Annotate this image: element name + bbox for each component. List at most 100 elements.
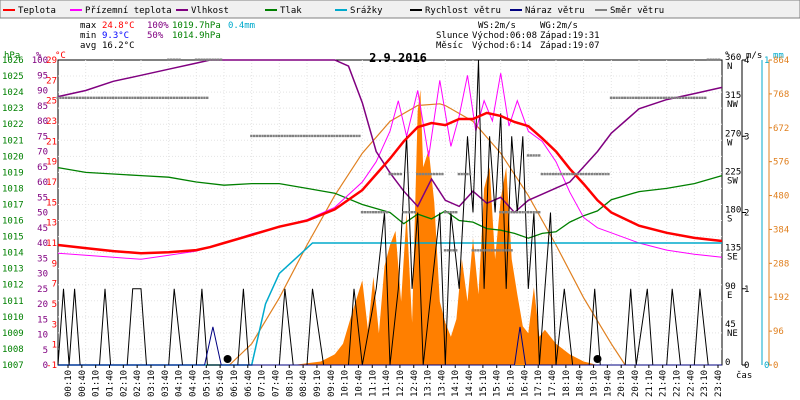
wind-dir-dot	[73, 96, 76, 100]
x-tick-label: 06:40	[244, 370, 254, 397]
wind-dir-dot	[147, 96, 151, 100]
wind-dir-dot	[460, 172, 463, 176]
wind-dir-dot	[609, 96, 613, 100]
series-temperature	[57, 111, 723, 255]
stat-min-press: 1014.9hPa	[172, 31, 221, 41]
temp-tick: 13	[46, 219, 57, 229]
wind-dir-dot	[416, 172, 419, 176]
temp-tick: -1	[46, 361, 57, 371]
wind-dir-dot	[150, 96, 154, 100]
dir-tick: 315	[725, 91, 741, 101]
wind-dir-dot	[280, 134, 284, 138]
wind-dir-dot	[468, 172, 472, 176]
wind-dir-dot	[662, 96, 665, 100]
wind-dir-dot	[654, 96, 657, 100]
wind-dir-dot	[164, 96, 167, 100]
x-tick-label: 00:40	[78, 370, 88, 397]
wind-dir-dot	[427, 172, 430, 176]
dir-label: E	[727, 291, 732, 301]
wind-dir-dot	[549, 172, 552, 176]
wind-dir-dot	[604, 172, 607, 176]
x-tick-label: 17:40	[548, 370, 558, 397]
hpa-tick: 1012	[2, 281, 24, 291]
dir-label: NE	[727, 329, 738, 339]
x-tick-label: 23:40	[714, 370, 724, 397]
legend-label: Vlhkost	[191, 6, 229, 16]
wind-dir-dot	[217, 58, 220, 61]
x-axis-label: čas	[736, 370, 752, 381]
hpa-tick: 1013	[2, 265, 24, 275]
wind-dir-dot	[607, 172, 610, 176]
unit-hpa: hPa	[4, 51, 20, 61]
dir-tick: 225	[725, 167, 741, 177]
wind-dir-dot	[679, 96, 682, 100]
wind-dir-dot	[214, 58, 217, 61]
wind-dir-dot	[98, 96, 101, 100]
wind-dir-dot	[136, 96, 140, 100]
wind-dir-dot	[632, 96, 635, 100]
pct-tick: 25	[37, 285, 48, 295]
wind-dir-dot	[388, 172, 391, 176]
x-tick-label: 11:40	[382, 370, 392, 397]
series-wind-gust	[58, 326, 722, 366]
moon-set: Západ:19:07	[540, 41, 600, 51]
hpa-tick: 1015	[2, 233, 24, 243]
wind-dir-dot	[601, 172, 604, 176]
wind-dir-dot	[455, 211, 458, 214]
wind-dir-dot	[335, 134, 339, 138]
wind-dir-dot	[189, 96, 192, 100]
wind-dir-dot	[264, 134, 267, 138]
x-tick-label: 16:10	[507, 370, 517, 397]
hpa-tick: 1022	[2, 120, 24, 130]
wind-dir-dot	[443, 211, 447, 214]
wind-dir-dot	[194, 96, 198, 100]
wind-dir-dot	[656, 96, 660, 100]
dir-label: SW	[727, 176, 738, 186]
wind-dir-dot	[89, 96, 93, 100]
pct-tick: 45	[37, 224, 48, 234]
legend: Teplota Přízemní teplota Vlhkost Tlak Srážky…	[3, 6, 664, 16]
dir-label: N	[727, 62, 732, 72]
wind-dir-dot	[676, 96, 679, 100]
temp-tick: 15	[46, 198, 57, 208]
wind-dir-dot	[308, 134, 311, 138]
x-tick-label: 10:40	[354, 370, 364, 397]
x-tick-label: 05:40	[216, 370, 226, 397]
wind-dir-dot	[582, 172, 585, 176]
wind-dir-dot	[125, 96, 129, 100]
wind-dir-dot	[687, 96, 690, 100]
pct-tick: 35	[37, 254, 48, 264]
wind-dir-dot	[272, 134, 275, 138]
x-tick-label: 20:40	[631, 370, 641, 397]
wind-dir-dot	[258, 134, 261, 138]
wind-dir-dot	[275, 134, 278, 138]
wind-dir-dot	[493, 249, 497, 252]
series-wind-speed	[57, 59, 722, 366]
wind-dir-dot	[178, 58, 181, 61]
hpa-tick: 1018	[2, 184, 24, 194]
wind-dir-dot	[391, 172, 394, 176]
dir-tick: 270	[725, 129, 741, 139]
wind-dir-dot	[681, 96, 685, 100]
x-tick-label: 14:10	[451, 370, 461, 397]
wind-dir-dot	[372, 211, 375, 214]
wind-dir-dot	[562, 172, 566, 176]
wind-dir-dot	[153, 96, 156, 100]
wind-dir-dot	[181, 96, 184, 100]
wind-dir-dot	[513, 211, 516, 214]
wind-dir-dot	[695, 96, 699, 100]
wind-dir-dot	[432, 172, 436, 176]
hpa-tick: 1016	[2, 217, 24, 227]
x-tick-label: 11:10	[368, 370, 378, 397]
wind-dir-dot	[156, 96, 159, 100]
wind-dir-dot	[175, 58, 178, 61]
wind-dir-dot	[499, 249, 502, 252]
hpa-tick: 1008	[2, 345, 24, 355]
wind-dir-dot	[712, 58, 715, 61]
wind-dir-dot	[197, 58, 201, 61]
hpa-tick: 1021	[2, 136, 24, 146]
hpa-tick: 1023	[2, 104, 24, 114]
wind-dir-dot	[584, 172, 588, 176]
wind-dir-dot	[70, 96, 73, 100]
